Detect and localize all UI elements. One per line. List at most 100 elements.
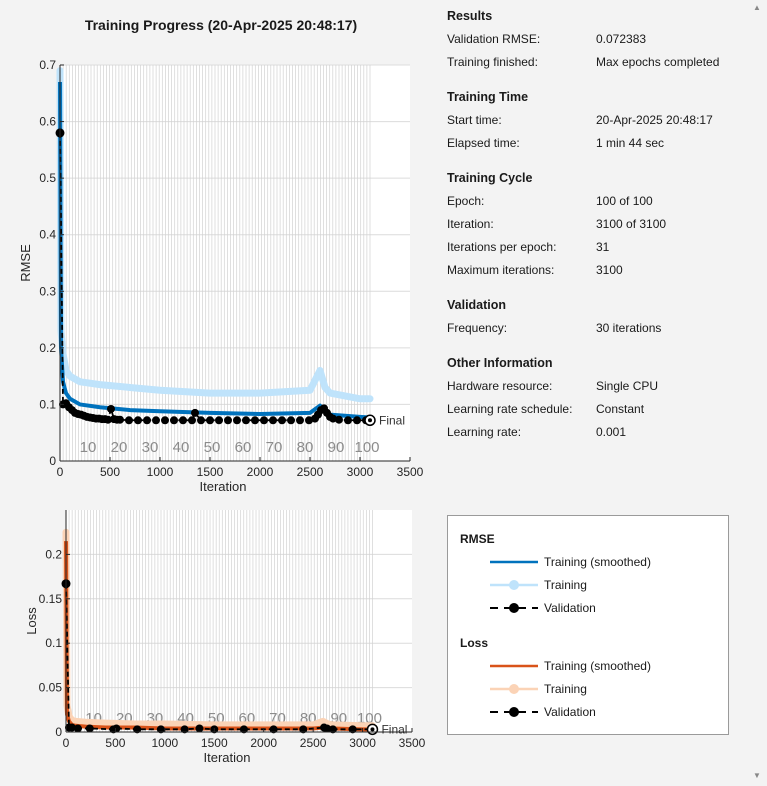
validation-point: [85, 724, 94, 733]
x-axis-label: Iteration: [204, 750, 251, 765]
info-label: Training finished:: [447, 55, 538, 69]
info-label: Iteration:: [447, 217, 494, 231]
epoch-label: 40: [173, 439, 190, 456]
validation-point: [344, 416, 352, 425]
legend-group-title: RMSE: [460, 532, 495, 546]
epoch-label: 10: [80, 439, 97, 456]
legend-marker-swatch: [509, 707, 519, 717]
validation-point: [143, 416, 151, 425]
plot-title: Training Progress (20-Apr-2025 20:48:17): [85, 17, 357, 33]
info-label: Maximum iterations:: [447, 263, 555, 277]
x-tick-label: 3000: [347, 465, 374, 479]
info-value: 0.001: [596, 425, 627, 439]
validation-point: [269, 725, 278, 734]
info-label: Start time:: [447, 113, 502, 127]
y-axis-label: RMSE: [18, 244, 33, 282]
validation-point: [335, 415, 343, 424]
info-label: Hardware resource:: [447, 379, 553, 393]
validation-point: [161, 416, 169, 425]
y-tick-label: 0.15: [39, 592, 63, 606]
legend-item-label: Training (smoothed): [544, 555, 651, 569]
legend-item-label: Training (smoothed): [544, 659, 651, 673]
y-axis-label: Loss: [24, 607, 39, 635]
y-tick-label: 0.2: [45, 547, 62, 561]
validation-point: [299, 725, 308, 734]
training-raw-line: [62, 528, 376, 730]
info-label: Frequency:: [447, 321, 508, 335]
validation-point: [107, 404, 115, 413]
info-value: 3100: [596, 263, 623, 277]
validation-point: [197, 416, 205, 425]
final-label: Final: [381, 722, 407, 736]
y-tick-label: 0.3: [39, 284, 56, 298]
validation-point: [215, 416, 223, 425]
x-tick-label: 1000: [147, 465, 174, 479]
info-value: Max epochs completed: [596, 55, 720, 69]
x-tick-label: 0: [63, 736, 70, 750]
info-label: Learning rate:: [447, 425, 522, 439]
validation-point: [156, 725, 165, 734]
x-axis-label: Iteration: [200, 479, 247, 494]
info-value: 30 iterations: [596, 321, 662, 335]
validation-point: [287, 416, 295, 425]
scroll-down-icon[interactable]: ▼: [753, 771, 761, 780]
training-raw-line: [56, 67, 374, 403]
epoch-label: 70: [266, 439, 283, 456]
validation-point: [305, 416, 313, 425]
loss-chart: 10 20 30 40 50 60 70 80 90 100Final00.050.10.150.…: [24, 510, 426, 765]
x-tick-label: 2000: [247, 465, 274, 479]
y-tick-label: 0.5: [39, 171, 56, 185]
final-label: Final: [379, 413, 405, 427]
y-tick-label: 0.4: [39, 228, 56, 242]
validation-point: [348, 725, 357, 734]
x-tick-label: 3500: [397, 465, 424, 479]
final-marker-dot: [370, 727, 375, 732]
training-plots: Training Progress (20-Apr-2025 20:48:17)…: [18, 17, 426, 765]
validation-point: [179, 416, 187, 425]
validation-point: [73, 724, 82, 733]
section-title: Results: [447, 9, 493, 23]
final-marker-dot: [368, 418, 372, 423]
info-value: Constant: [596, 402, 645, 416]
validation-point: [224, 416, 232, 425]
y-tick-label: 0: [55, 725, 62, 739]
validation-point: [133, 725, 142, 734]
x-tick-label: 1500: [201, 736, 228, 750]
epoch-label: 100: [354, 439, 379, 456]
validation-point: [67, 723, 76, 732]
validation-point: [269, 416, 277, 425]
y-tick-label: 0.7: [39, 58, 56, 72]
x-tick-label: 3500: [399, 736, 426, 750]
validation-point: [104, 415, 112, 424]
x-tick-label: 1000: [152, 736, 179, 750]
validation-point: [278, 416, 286, 425]
legend-group-title: Loss: [460, 636, 489, 650]
validation-point: [239, 725, 248, 734]
info-value: 0.072383: [596, 32, 647, 46]
x-tick-label: 2000: [250, 736, 277, 750]
validation-point: [180, 725, 189, 734]
validation-point: [152, 416, 160, 425]
epoch-label: 20: [111, 439, 128, 456]
x-tick-label: 1500: [197, 465, 224, 479]
epoch-label: 50: [204, 439, 221, 456]
x-tick-label: 2500: [297, 465, 324, 479]
validation-point: [206, 416, 214, 425]
vertical-scrollbar[interactable]: ▲ ▼: [750, 0, 767, 786]
validation-point: [322, 724, 331, 733]
info-value: 1 min 44 sec: [596, 136, 665, 150]
y-tick-label: 0: [49, 454, 56, 468]
scroll-up-icon[interactable]: ▲: [753, 3, 761, 12]
x-tick-label: 2500: [300, 736, 327, 750]
x-tick-label: 500: [100, 465, 120, 479]
section-title: Training Time: [447, 90, 529, 104]
validation-point: [188, 416, 196, 425]
validation-point: [260, 416, 268, 425]
info-value: 20-Apr-2025 20:48:17: [596, 113, 713, 127]
info-value: 31: [596, 240, 610, 254]
info-label: Validation RMSE:: [447, 32, 541, 46]
epoch-label: 30: [142, 439, 159, 456]
validation-point: [134, 416, 142, 425]
legend-symbols: [490, 560, 538, 717]
